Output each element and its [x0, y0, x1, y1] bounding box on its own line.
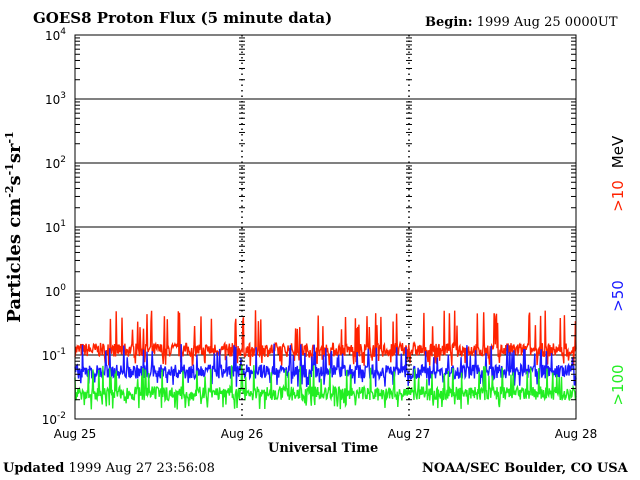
updated-label: Updated [3, 461, 65, 476]
unit-label-mev: MeV [609, 135, 627, 168]
y-tick-label-0: 10-2 [42, 411, 66, 427]
axis-layer: 10-2 10-1 100 101 102 103 104 Aug 25 Aug 26 Aug 2… [42, 27, 598, 441]
y-tick-label-4: 102 [45, 155, 66, 171]
legend-label-ge10: >10 [609, 180, 627, 212]
y-axis-label: Particles cm-2s-1sr-1 [3, 131, 25, 322]
updated-time: Updated 1999 Aug 27 23:56:08 [3, 461, 215, 476]
x-tick-label-2: Aug 27 [388, 427, 431, 441]
y-tick-label-6: 104 [45, 27, 66, 43]
legend-label-ge50: >50 [609, 280, 627, 312]
credit-line: NOAA/SEC Boulder, CO USA [422, 461, 628, 476]
series-layer [74, 310, 577, 410]
y-tick-label-5: 103 [45, 91, 66, 107]
y-tick-label-2: 100 [45, 283, 66, 299]
plot-frame [74, 34, 577, 420]
x-tick-label-1: Aug 26 [221, 427, 264, 441]
updated-value: 1999 Aug 27 23:56:08 [68, 461, 215, 476]
series-line-ge100 [74, 365, 577, 410]
begin-label: Begin: [425, 15, 473, 30]
x-axis-label: Universal Time [268, 441, 379, 456]
chart-title: GOES8 Proton Flux (5 minute data) [33, 9, 333, 27]
legend-label-ge100: >100 [609, 364, 627, 405]
begin-value: 1999 Aug 25 0000UT [476, 15, 618, 30]
x-tick-label-0: Aug 25 [54, 427, 97, 441]
y-tick-label-3: 101 [45, 219, 66, 235]
begin-time: Begin: 1999 Aug 25 0000UT [425, 15, 618, 30]
x-tick-label-3: Aug 28 [555, 427, 598, 441]
y-axis-label-text: Particles cm-2s-1sr-1 [3, 131, 25, 322]
y-tick-label-1: 10-1 [42, 347, 66, 363]
energy-legend: MeV >10 >50 >100 [609, 135, 627, 406]
